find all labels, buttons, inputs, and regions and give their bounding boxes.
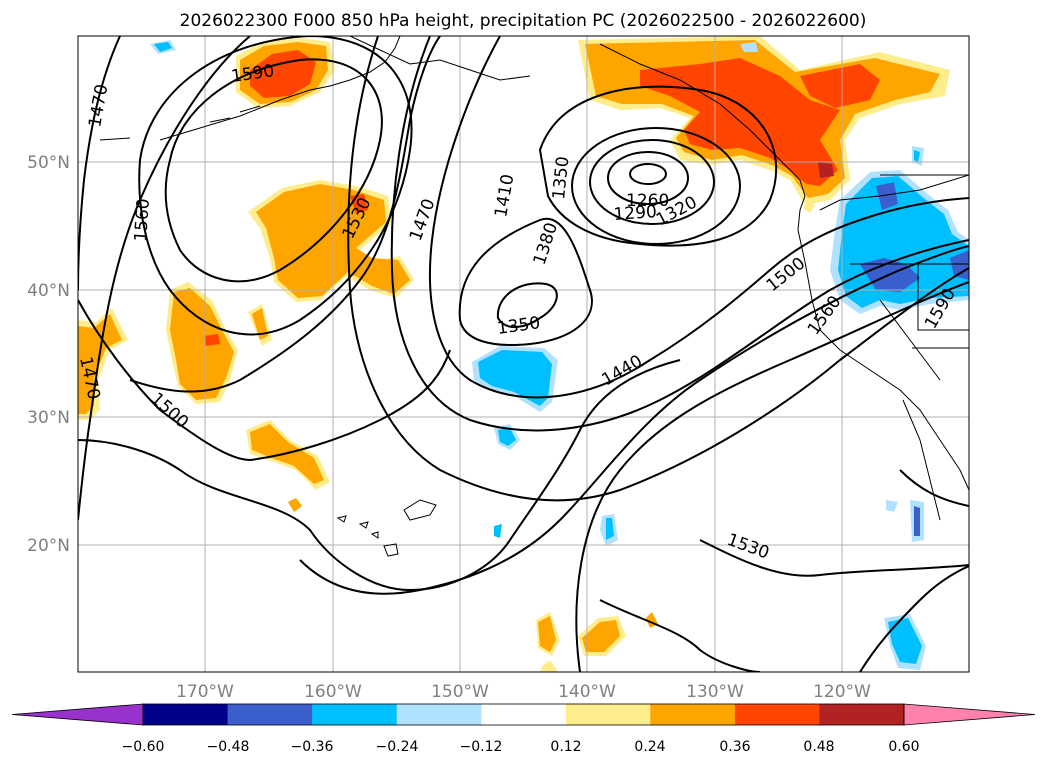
precip-shading <box>78 36 969 672</box>
colorbar-extend-low <box>11 703 144 726</box>
lat-label: 30°N <box>27 408 70 428</box>
lat-label: 50°N <box>27 153 70 173</box>
colorbar-tick-label: −0.12 <box>460 739 503 755</box>
colorbar-tick-label: 0.24 <box>634 739 665 755</box>
colorbar-swatch <box>819 704 905 725</box>
colorbar-swatches <box>11 703 1036 726</box>
colorbar-swatch <box>565 704 651 725</box>
colorbar-tick-label: −0.48 <box>207 739 250 755</box>
map-gridlines <box>78 36 969 672</box>
lon-label: 120°W <box>813 682 871 702</box>
colorbar-tick-label: −0.60 <box>122 739 165 755</box>
lat-label: 20°N <box>27 536 70 556</box>
colorbar-tick-label: 0.36 <box>719 739 750 755</box>
lon-label: 170°W <box>176 682 234 702</box>
map-title: 2026022300 F000 850 hPa height, precipit… <box>180 11 867 31</box>
latitude-labels: 50°N 40°N 30°N 20°N <box>27 153 70 556</box>
longitude-labels: 170°W 160°W 150°W 140°W 130°W 120°W <box>176 682 871 702</box>
colorbar-swatch <box>650 704 736 725</box>
contour-label: 1290 <box>613 202 658 225</box>
colorbar-tick-label: −0.36 <box>291 739 334 755</box>
lon-label: 140°W <box>558 682 616 702</box>
colorbar-extend-high <box>903 703 1036 726</box>
colorbar-swatch <box>734 704 820 725</box>
lon-label: 160°W <box>304 682 362 702</box>
lat-label: 40°N <box>27 281 70 301</box>
colorbar-ticks: −0.60 −0.48 −0.36 −0.24 −0.12 0.12 0.24 … <box>122 739 920 755</box>
colorbar-swatch <box>143 704 229 725</box>
contour-label: 1560 <box>131 198 154 243</box>
coastlines <box>99 36 969 557</box>
colorbar-tick-label: 0.48 <box>803 739 834 755</box>
colorbar-swatch <box>481 704 567 725</box>
colorbar-tick-label: 0.12 <box>550 739 581 755</box>
height-contours <box>78 36 969 672</box>
colorbar-tick-label: −0.24 <box>376 739 419 755</box>
map-panel: 1590 1470 1560 1530 1470 1410 1350 1380 … <box>77 35 970 673</box>
colorbar-swatch <box>312 704 398 725</box>
colorbar: −0.60 −0.48 −0.36 −0.24 −0.12 0.12 0.24 … <box>11 703 1036 755</box>
colorbar-swatch <box>227 704 313 725</box>
colorbar-tick-label: 0.60 <box>888 739 919 755</box>
colorbar-swatch <box>396 704 482 725</box>
lon-label: 130°W <box>686 682 744 702</box>
contour-label: 1350 <box>549 155 573 200</box>
contour-label: 1260 <box>626 191 669 211</box>
lon-label: 150°W <box>431 682 489 702</box>
